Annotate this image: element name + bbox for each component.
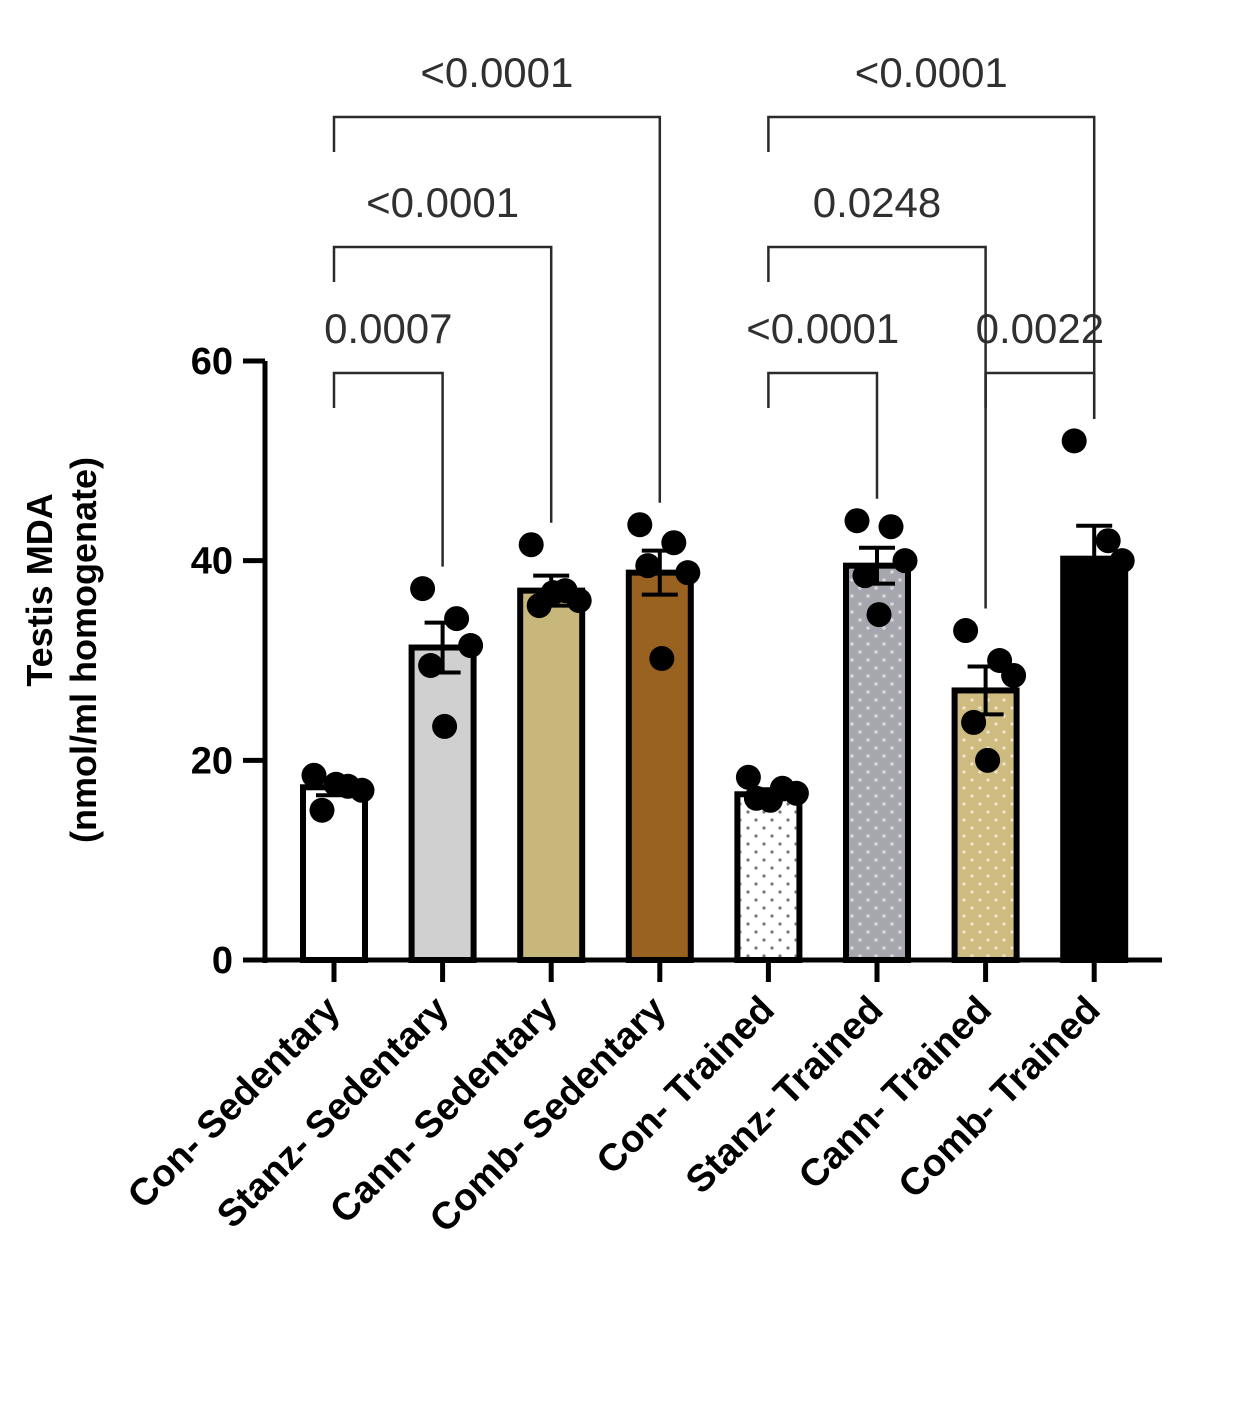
significance-bracket [767,371,879,499]
y-axis-label-line2: (nmol/ml homogenate) [63,457,104,843]
data-point [675,560,701,586]
significance-bracket [332,245,553,523]
data-point [566,588,592,614]
data-point [1083,603,1109,629]
data-point [323,771,349,797]
data-point [892,548,918,574]
p-value-label: 0.0007 [324,305,452,352]
bar [408,644,477,963]
bar [625,569,694,963]
p-value-label: <0.0001 [366,179,519,226]
axes-group: 0 20 40 60 [191,341,1162,982]
data-point [1109,548,1135,574]
category-label: Stanz- Trained [678,989,891,1202]
data-point [735,764,761,790]
p-value-label: <0.0001 [746,305,899,352]
category-label: Comb- Trained [891,989,1109,1207]
data-point [635,553,661,579]
data-point [349,777,375,803]
data-point [418,652,444,678]
data-point [410,576,436,602]
y-tick-label: 40 [191,541,233,583]
y-tick-label: 60 [191,341,233,383]
data-point [458,633,484,659]
data-point [432,713,458,739]
data-point [1001,662,1027,688]
bar [517,587,586,963]
p-value-label: <0.0001 [855,49,1008,96]
significance-bracket [767,115,1096,419]
bar-pattern [849,568,905,957]
data-point [878,514,904,540]
data-point [518,532,544,558]
data-point [783,780,809,806]
data-point [953,618,979,644]
y-axis-label-line1: Testis MDA [19,493,60,686]
data-point [444,606,470,632]
category-label: Cann- Trained [791,989,1000,1198]
data-point [757,787,783,813]
significance-bracket [332,115,662,503]
data-point [866,602,892,628]
data-point [301,762,327,788]
p-value-label: 0.0248 [813,179,941,226]
data-point [649,646,675,672]
data-point [1061,428,1087,454]
data-point [1095,528,1121,554]
data-point [309,797,335,823]
y-axis-title: Testis MDA (nmol/ml homogenate) [19,457,104,843]
significance-bracket [332,371,444,567]
data-point [852,563,878,589]
bars-group [300,555,1129,963]
data-point [540,580,566,606]
p-value-label: <0.0001 [420,49,573,96]
y-tick-label: 20 [191,740,233,782]
significance-bracket [767,245,987,609]
bar-pattern [957,693,1014,957]
comparison-brackets-group: 0.0007 <0.0001 <0.0001 <0.0001 0.0022 0.0248 <… [324,49,1104,609]
data-point [661,530,687,556]
significance-bracket [984,371,1096,419]
data-point [961,709,987,735]
data-points-group [301,428,1135,823]
data-point [627,512,653,538]
bar-pattern [740,797,797,957]
data-point [975,747,1001,773]
y-tick-label: 0 [212,940,233,982]
data-point [844,508,870,534]
p-value-label: 0.0022 [976,305,1104,352]
